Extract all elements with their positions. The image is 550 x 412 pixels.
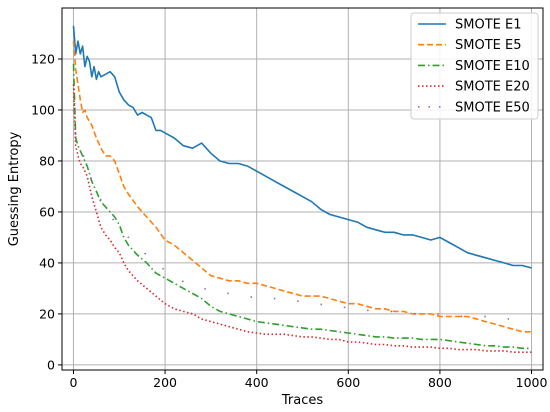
y-tick-label: 80	[39, 153, 55, 168]
y-tick-label: 60	[39, 204, 55, 219]
y-axis-label: Guessing Entropy	[7, 131, 22, 246]
legend-label-smote-e1: SMOTE E1	[455, 18, 521, 33]
x-tick-label: 1000	[516, 375, 548, 390]
y-tick-label: 20	[39, 306, 55, 321]
tick-layer: 0 200 400 600 800 1000 0 20 40 60 80 100 120	[31, 51, 547, 390]
legend-box	[410, 12, 539, 120]
series-line-smote-e50	[72, 109, 532, 320]
legend-label-smote-e50: SMOTE E50	[455, 100, 530, 115]
legend-label-smote-e10: SMOTE E10	[455, 59, 530, 74]
y-tick-label: 100	[31, 102, 55, 117]
x-axis-label: Traces	[281, 393, 323, 408]
x-tick-label: 400	[245, 375, 269, 390]
y-tick-label: 0	[47, 357, 55, 372]
legend-label-smote-e20: SMOTE E20	[455, 80, 530, 95]
legend-label-smote-e5: SMOTE E5	[455, 38, 521, 53]
x-tick-label: 600	[336, 375, 360, 390]
series-line-smote-e20	[72, 84, 532, 353]
x-tick-label: 0	[69, 375, 77, 390]
plot-frame	[61, 7, 544, 371]
y-tick-label: 40	[39, 255, 55, 270]
series-line-smote-e1	[72, 25, 532, 269]
legend: SMOTE E1 SMOTE E5 SMOTE E10 SMOTE E20 SMOTE …	[410, 12, 539, 120]
y-tick-label: 120	[31, 51, 55, 66]
x-tick-label: 200	[153, 375, 177, 390]
x-tick-label: 800	[428, 375, 452, 390]
series-line-smote-e10	[72, 64, 532, 350]
series-layer	[72, 25, 532, 353]
series-line-smote-e5	[72, 41, 532, 333]
